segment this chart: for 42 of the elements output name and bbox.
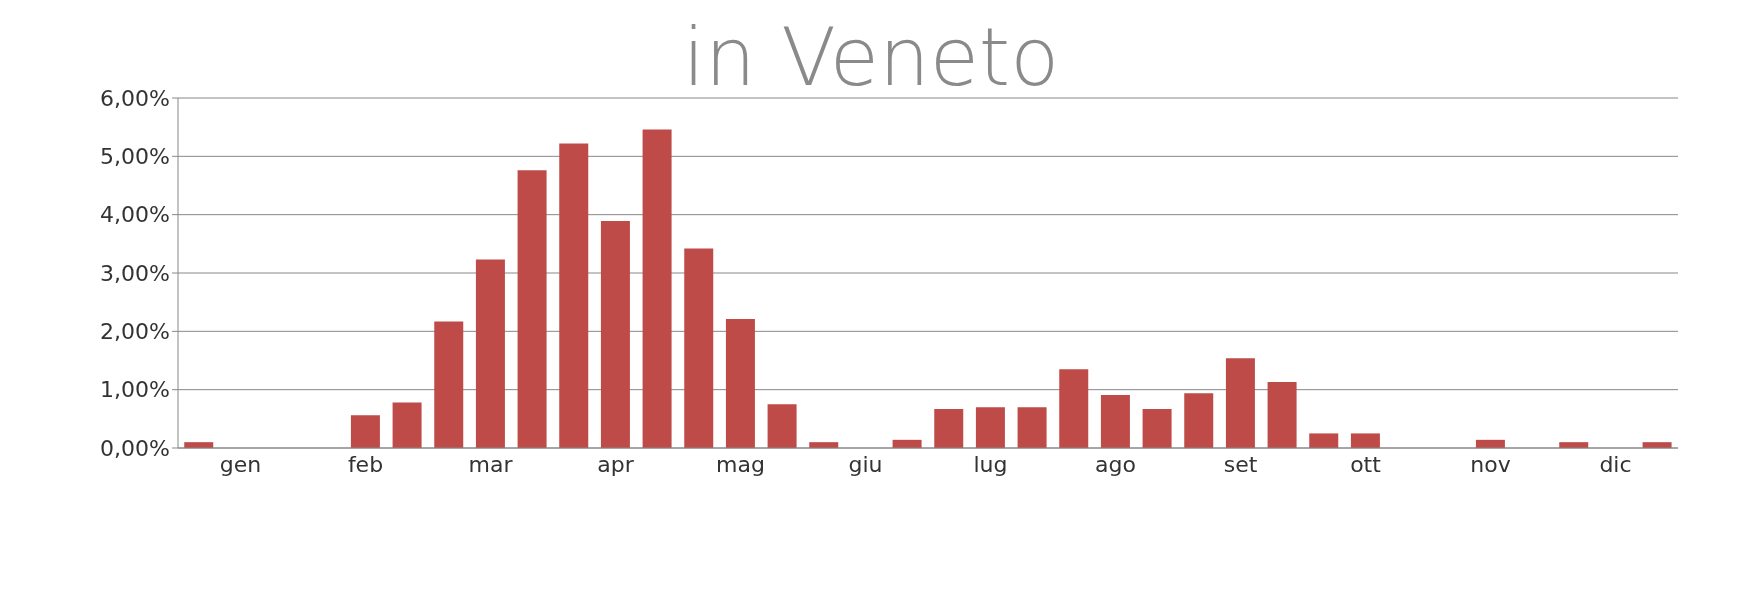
x-tick-label: dic	[1599, 451, 1632, 477]
y-tick-label: 1,00%	[100, 377, 170, 403]
x-tick-label: feb	[347, 451, 384, 477]
bar	[934, 408, 964, 448]
x-tick-label: mag	[716, 451, 765, 477]
x-tick-label: lug	[973, 451, 1008, 477]
bar	[600, 221, 630, 448]
y-tick-label: 4,00%	[100, 202, 170, 228]
y-tick-label: 6,00%	[100, 85, 170, 111]
bar	[1309, 433, 1339, 448]
x-tick-label: ago	[1095, 451, 1136, 477]
x-tick-label: mar	[468, 451, 514, 477]
y-tick-label: 2,00%	[100, 319, 170, 345]
x-tick-label: ott	[1350, 451, 1382, 477]
y-tick-label: 0,00%	[100, 435, 170, 461]
bar	[1142, 408, 1172, 448]
bar	[642, 129, 672, 448]
bar	[392, 402, 422, 448]
bar	[1225, 358, 1255, 448]
bar	[767, 404, 797, 448]
bar	[684, 248, 714, 448]
x-tick-label: giu	[848, 451, 883, 477]
bar	[1017, 407, 1047, 448]
chart-title: in Veneto	[682, 11, 1060, 104]
x-tick-label: nov	[1470, 451, 1511, 477]
x-tick-label: apr	[597, 451, 635, 477]
bar	[1350, 433, 1380, 448]
x-tick-label: set	[1223, 451, 1258, 477]
y-tick-label: 3,00%	[100, 260, 170, 286]
bar	[1100, 394, 1130, 448]
bar	[517, 170, 547, 448]
x-tick-label: gen	[219, 451, 262, 477]
bar	[350, 415, 380, 448]
y-tick-label: 5,00%	[100, 144, 170, 170]
bar	[475, 259, 505, 448]
bar	[1059, 369, 1089, 448]
bar	[559, 143, 589, 448]
bar	[1184, 393, 1214, 448]
bar	[975, 407, 1005, 448]
bar	[434, 321, 464, 448]
bar	[725, 319, 755, 448]
bar	[1267, 382, 1297, 448]
